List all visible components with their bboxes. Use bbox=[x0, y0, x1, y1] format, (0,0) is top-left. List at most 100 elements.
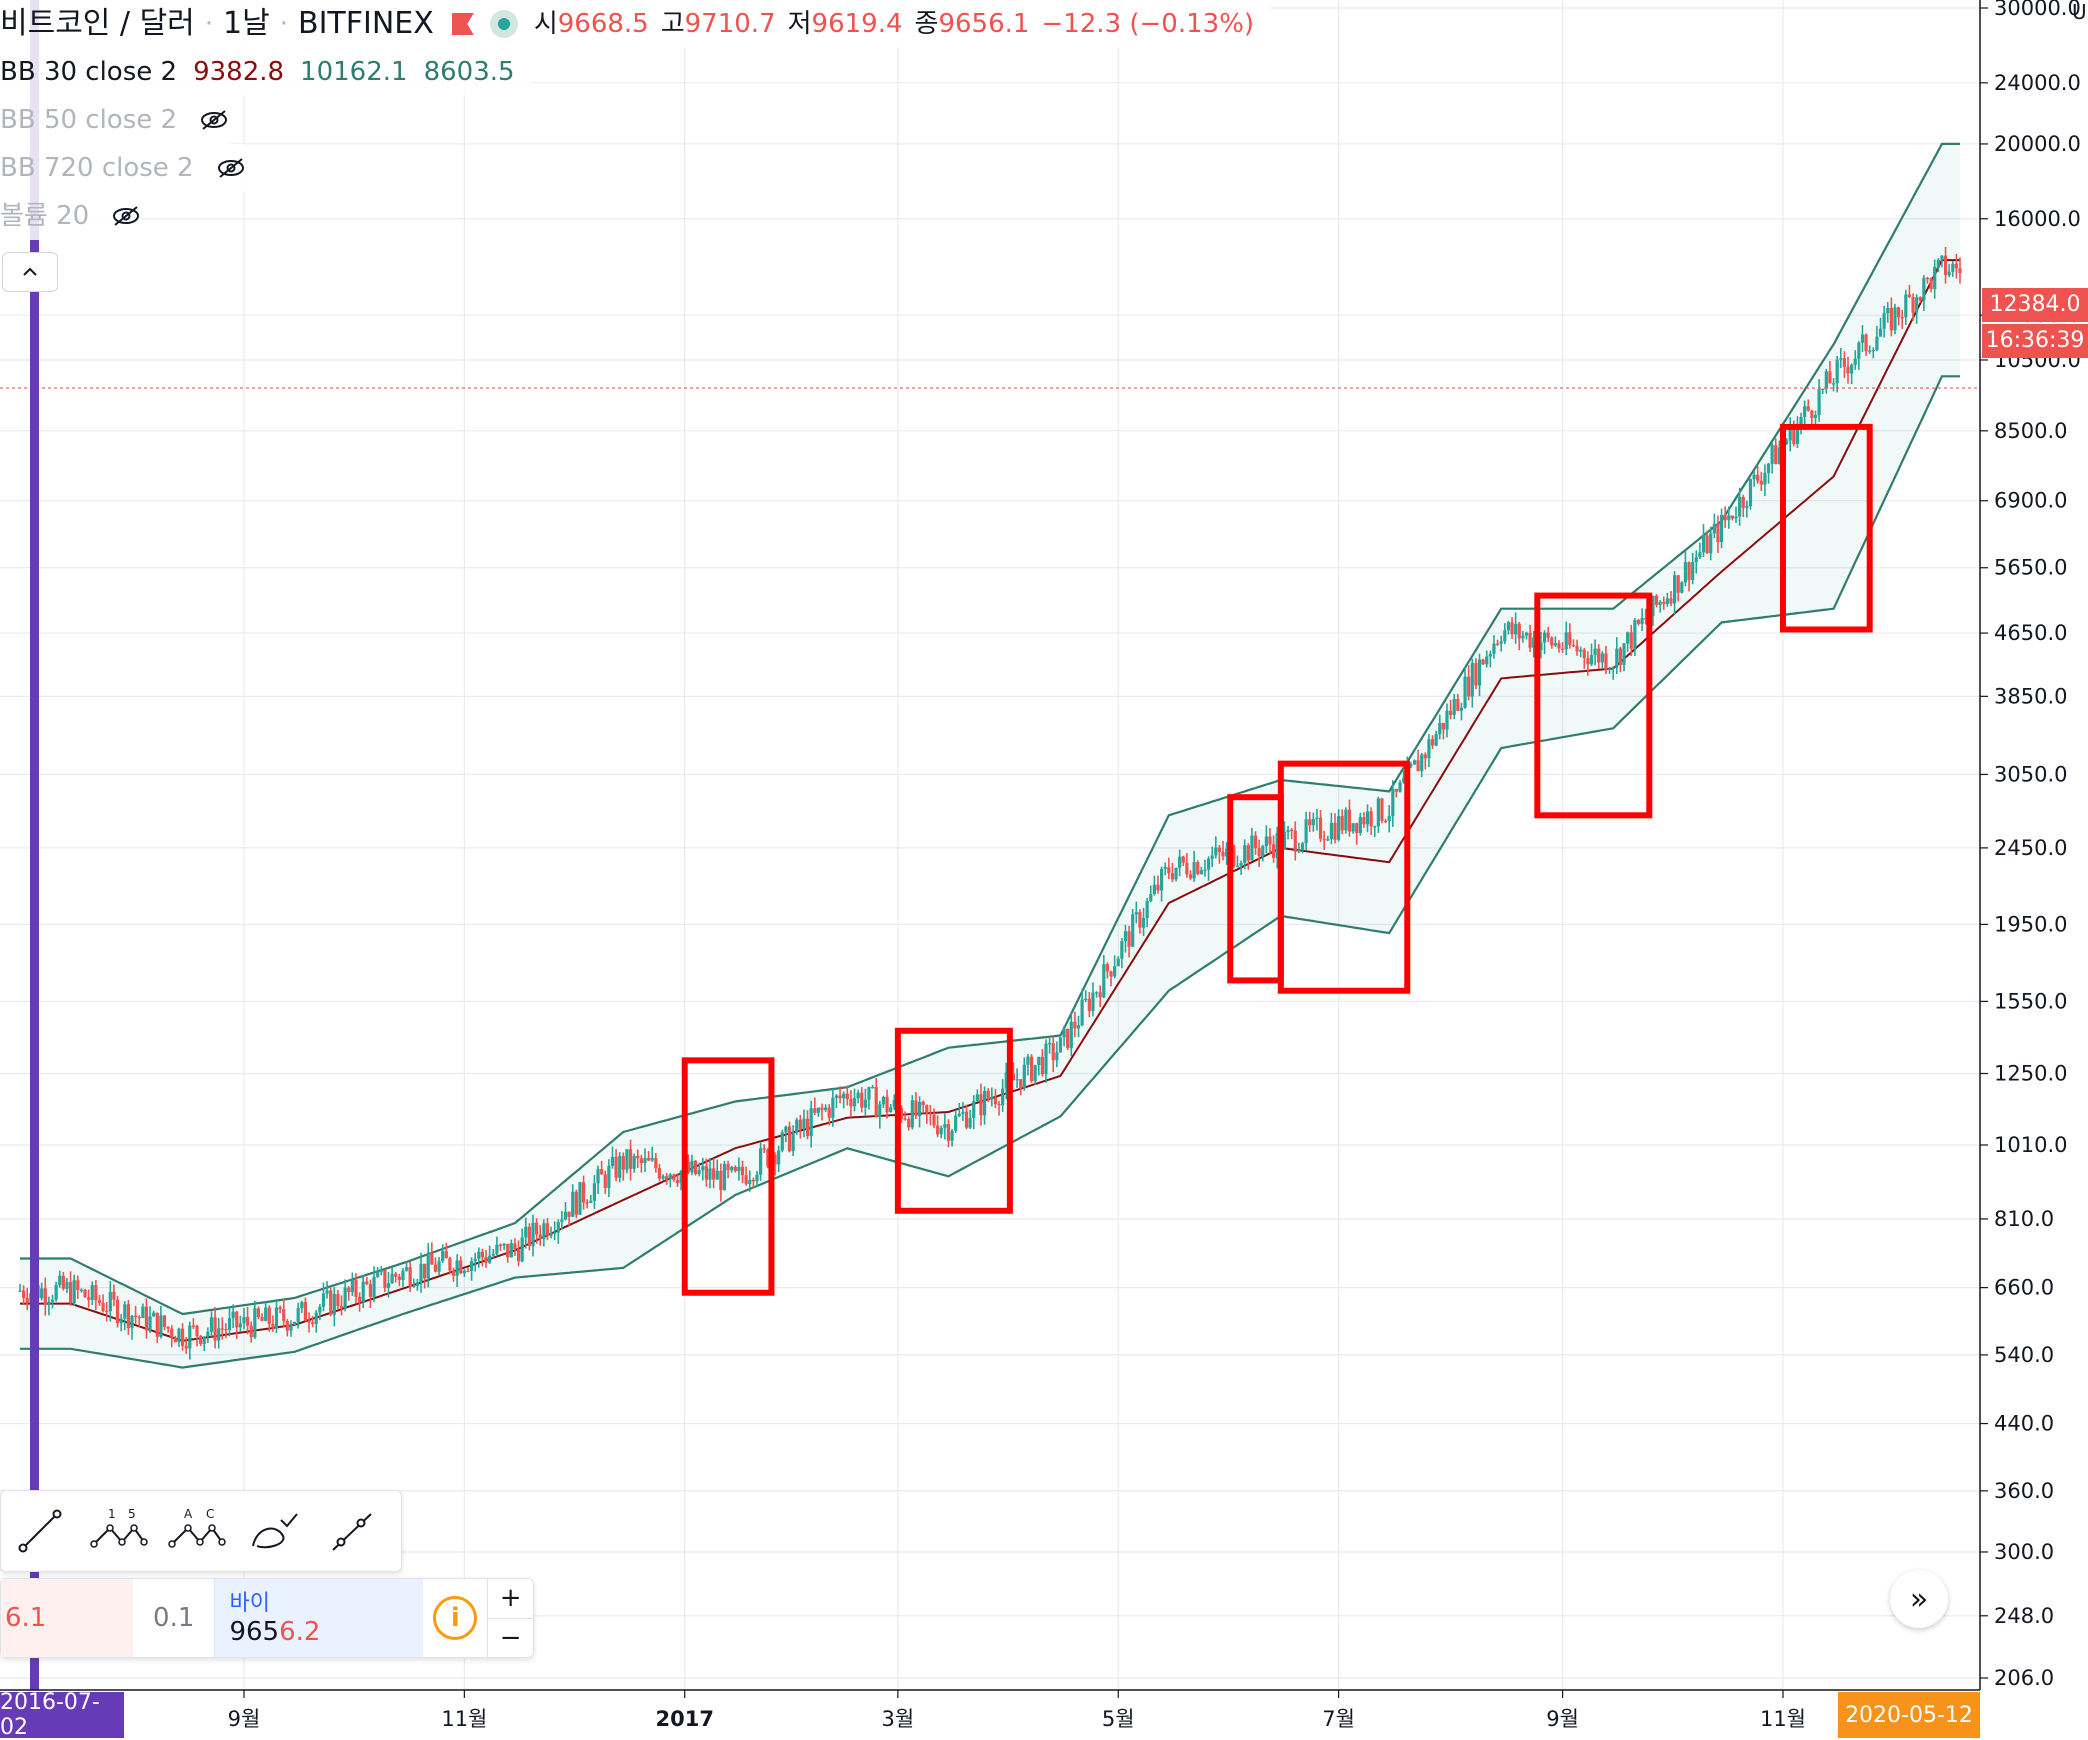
candle-body bbox=[202, 1336, 206, 1344]
candle-body bbox=[777, 1150, 781, 1165]
candle-body bbox=[1922, 277, 1926, 301]
candle-body bbox=[444, 1251, 448, 1259]
candle-body bbox=[672, 1174, 676, 1180]
decrease-button[interactable]: − bbox=[499, 1622, 522, 1653]
quantity-stepper[interactable]: + − bbox=[487, 1579, 533, 1657]
candle-body bbox=[1586, 658, 1590, 665]
price-tick-label: 24000.0 bbox=[1994, 71, 2081, 95]
candle-body bbox=[289, 1324, 293, 1331]
candle-body bbox=[1672, 575, 1677, 604]
candle-body bbox=[1203, 869, 1207, 871]
candle-body bbox=[332, 1293, 336, 1315]
candle-body bbox=[1091, 992, 1095, 1011]
indicator-row-volume[interactable]: 볼륨 20 bbox=[0, 192, 142, 240]
candle-body bbox=[802, 1118, 806, 1130]
candle-body bbox=[1040, 1056, 1044, 1075]
candle-body bbox=[1579, 649, 1583, 652]
flag-icon[interactable] bbox=[451, 13, 474, 35]
candle-body bbox=[1561, 648, 1565, 650]
candle-body bbox=[325, 1290, 329, 1294]
trend-line-tool[interactable] bbox=[1, 1491, 79, 1571]
candle-body bbox=[867, 1087, 871, 1100]
bb-upper-value: 10162.1 bbox=[300, 57, 408, 87]
candle-body bbox=[755, 1174, 759, 1182]
highlight-box bbox=[1779, 423, 1873, 633]
candle-body bbox=[213, 1317, 217, 1341]
price-tick-label: 360.0 bbox=[1994, 1479, 2054, 1503]
exchange-label[interactable]: BITFINEX bbox=[298, 6, 434, 41]
candle-body bbox=[574, 1191, 578, 1215]
candle-body bbox=[148, 1316, 152, 1331]
increase-button[interactable]: + bbox=[488, 1579, 533, 1619]
candle-body bbox=[524, 1226, 528, 1238]
symbol-title[interactable]: 비트코인 / 달러 bbox=[0, 6, 195, 41]
ohlc-close: 종9656.1 bbox=[914, 9, 1030, 39]
candle-body bbox=[1445, 710, 1449, 730]
candle-body bbox=[1264, 836, 1268, 847]
candle-body bbox=[1951, 263, 1955, 272]
eye-off-icon[interactable] bbox=[199, 109, 229, 131]
candle-body bbox=[180, 1328, 185, 1346]
candle-body bbox=[1416, 760, 1420, 772]
indicator-row-bb50[interactable]: BB 50 close 2 bbox=[0, 96, 230, 144]
indicator-name: BB 50 close 2 bbox=[0, 105, 178, 135]
candle-body bbox=[1076, 1025, 1081, 1029]
candle-body bbox=[459, 1260, 463, 1274]
candle-body bbox=[87, 1297, 91, 1300]
sell-button[interactable]: 6.1 bbox=[1, 1579, 133, 1657]
price-tick-label: 660.0 bbox=[1994, 1276, 2054, 1300]
candle-body bbox=[469, 1260, 474, 1271]
candle-body bbox=[498, 1244, 503, 1246]
scroll-to-realtime-button[interactable]: » bbox=[1890, 1570, 1948, 1628]
candle-body bbox=[1235, 865, 1240, 867]
collapse-legend-button[interactable] bbox=[2, 252, 58, 292]
candle-body bbox=[722, 1163, 727, 1191]
eye-off-icon[interactable] bbox=[111, 205, 141, 227]
interval-label[interactable]: 1날 bbox=[223, 6, 270, 41]
candle-body bbox=[1485, 656, 1489, 665]
candle-body bbox=[1087, 998, 1091, 1011]
candle-body bbox=[1123, 931, 1128, 942]
candle-body bbox=[144, 1306, 149, 1331]
candle-body bbox=[119, 1318, 123, 1324]
candle-body bbox=[1889, 308, 1893, 331]
indicator-row-bb30[interactable]: BB 30 close 2 9382.8 10162.1 8603.5 bbox=[0, 48, 531, 96]
candle-body bbox=[1380, 798, 1384, 821]
candle-body bbox=[1806, 406, 1810, 411]
curve-tool[interactable] bbox=[235, 1491, 313, 1571]
current-price-tag: 12384.0 bbox=[1982, 287, 2088, 322]
candle-body bbox=[1492, 643, 1496, 654]
candle-body bbox=[1871, 350, 1875, 352]
candle-body bbox=[1503, 630, 1507, 642]
candle-body bbox=[1160, 868, 1164, 891]
price-axis[interactable]: 30000.024000.020000.016000.012000.010500… bbox=[1980, 0, 2081, 1690]
quantity-field[interactable]: 0.1 bbox=[133, 1579, 216, 1657]
candle-body bbox=[253, 1308, 257, 1338]
candle-body bbox=[394, 1273, 398, 1277]
candle-body bbox=[1691, 562, 1695, 580]
time-axis[interactable]: 9월 11월 2017 3월 5월 7월 9월 11월 bbox=[228, 1690, 1806, 1731]
candle-body bbox=[899, 1107, 904, 1119]
candle-body bbox=[296, 1308, 300, 1322]
bb-lower-line bbox=[20, 375, 1960, 1369]
candle-body bbox=[383, 1270, 387, 1288]
candle-body bbox=[1546, 632, 1550, 638]
info-button[interactable]: i bbox=[423, 1579, 487, 1657]
eye-off-icon[interactable] bbox=[216, 157, 246, 179]
candle-body bbox=[1098, 992, 1102, 998]
candle-body bbox=[596, 1169, 600, 1184]
candle-body bbox=[495, 1244, 499, 1254]
indicator-row-bb720[interactable]: BB 720 close 2 bbox=[0, 144, 246, 192]
candle-body bbox=[549, 1232, 553, 1236]
candle-body bbox=[1452, 698, 1456, 715]
candle-body bbox=[271, 1324, 275, 1329]
buy-button[interactable]: 바이 9656.2 bbox=[215, 1579, 424, 1657]
candle-body bbox=[1344, 809, 1348, 831]
time-tick-label: 3월 bbox=[882, 1707, 915, 1731]
candle-body bbox=[1611, 667, 1615, 669]
ray-tool[interactable] bbox=[313, 1491, 391, 1571]
candle-body bbox=[227, 1318, 232, 1330]
